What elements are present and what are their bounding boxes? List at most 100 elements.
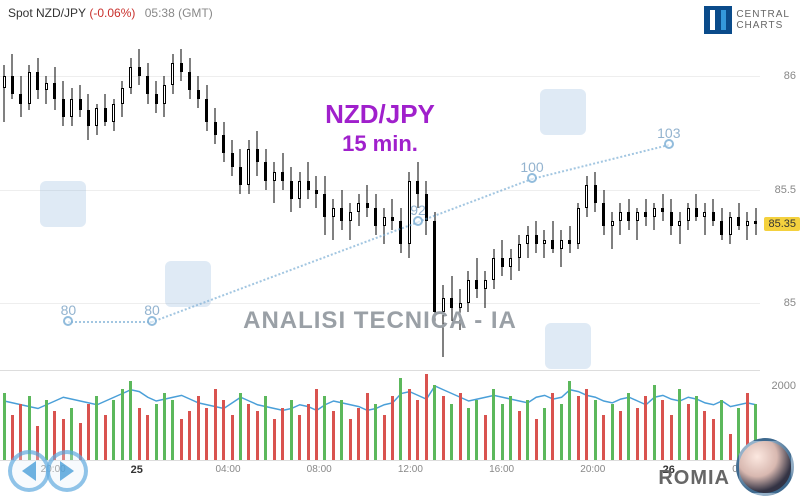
volume-bar bbox=[678, 389, 681, 460]
volume-bar bbox=[636, 408, 639, 461]
volume-bar bbox=[467, 408, 470, 461]
volume-bar bbox=[146, 415, 149, 460]
volume-bar bbox=[543, 408, 546, 461]
watermark-icon bbox=[40, 181, 86, 227]
volume-bar bbox=[433, 385, 436, 460]
volume-bar bbox=[391, 396, 394, 460]
volume-bar bbox=[273, 419, 276, 460]
volume-bar bbox=[703, 411, 706, 460]
timestamp: 05:38 (GMT) bbox=[145, 6, 213, 20]
volume-bar bbox=[450, 404, 453, 460]
volume-bar bbox=[459, 393, 462, 461]
volume-bar bbox=[332, 411, 335, 460]
volume-bar bbox=[155, 404, 158, 460]
watermark-pair: NZD/JPY bbox=[0, 99, 760, 130]
volume-bar bbox=[205, 408, 208, 461]
volume-bar bbox=[594, 400, 597, 460]
volume-bar bbox=[87, 404, 90, 460]
volume-bar bbox=[501, 404, 504, 460]
volume-bar bbox=[577, 396, 580, 460]
y-tick: 86 bbox=[784, 70, 796, 82]
volume-bar bbox=[104, 415, 107, 460]
nav-prev-button[interactable] bbox=[8, 450, 50, 492]
volume-bar bbox=[121, 389, 124, 460]
volume-bar bbox=[231, 415, 234, 460]
romia-label: ROMIA bbox=[658, 467, 730, 490]
x-tick: 20:00 bbox=[580, 464, 605, 475]
volume-bar bbox=[188, 411, 191, 460]
volume-bar bbox=[602, 415, 605, 460]
volume-bar bbox=[619, 411, 622, 460]
x-tick: 04:00 bbox=[215, 464, 240, 475]
volume-bar bbox=[163, 393, 166, 461]
volume-bar bbox=[687, 404, 690, 460]
volume-bar bbox=[3, 393, 6, 461]
volume-bar bbox=[290, 400, 293, 460]
last-price-flag: 85.35 bbox=[764, 217, 800, 231]
volume-bar bbox=[475, 400, 478, 460]
logo-line1: CENTRAL bbox=[736, 9, 790, 20]
volume-bar bbox=[264, 396, 267, 460]
volume-bar bbox=[568, 381, 571, 460]
avatar-icon[interactable] bbox=[736, 438, 794, 496]
volume-bar bbox=[247, 404, 250, 460]
price-y-axis: 85 85.5 86 bbox=[760, 31, 800, 370]
volume-bar bbox=[138, 408, 141, 461]
volume-bar bbox=[518, 411, 521, 460]
nav-next-button[interactable] bbox=[46, 450, 88, 492]
volume-bar bbox=[366, 393, 369, 461]
watermark-interval: 15 min. bbox=[0, 131, 760, 157]
volume-bar bbox=[526, 400, 529, 460]
volume-bar bbox=[171, 400, 174, 460]
trend-label: 100 bbox=[520, 159, 543, 175]
volume-bar bbox=[729, 434, 732, 460]
volume-bar bbox=[611, 404, 614, 460]
volume-bar bbox=[129, 381, 132, 460]
brand-logo: CENTRAL CHARTS bbox=[704, 6, 790, 34]
x-tick: 12:00 bbox=[398, 464, 423, 475]
volume-bar bbox=[627, 393, 630, 461]
volume-bar bbox=[408, 389, 411, 460]
volume-bar bbox=[374, 404, 377, 460]
volume-bar bbox=[484, 415, 487, 460]
volume-bar bbox=[340, 400, 343, 460]
volume-bar bbox=[442, 396, 445, 460]
volume-bar bbox=[180, 419, 183, 460]
volume-bar bbox=[281, 408, 284, 461]
volume-bar bbox=[670, 415, 673, 460]
x-tick: 16:00 bbox=[489, 464, 514, 475]
y-tick: 85 bbox=[784, 297, 796, 309]
volume-bar bbox=[298, 415, 301, 460]
price-chart[interactable]: NZD/JPY 15 min. ANALISI TECNICA - IA 858… bbox=[0, 30, 760, 370]
volume-bar bbox=[222, 400, 225, 460]
time-x-axis: 20:002504:0008:0012:0016:0020:002604:00 bbox=[0, 460, 760, 500]
volume-bar bbox=[425, 374, 428, 460]
volume-bar bbox=[239, 393, 242, 461]
volume-bar bbox=[315, 389, 318, 460]
brand-icon bbox=[704, 6, 732, 34]
volume-bar bbox=[416, 400, 419, 460]
volume-bar bbox=[307, 404, 310, 460]
volume-bar bbox=[560, 404, 563, 460]
volume-bar bbox=[112, 400, 115, 460]
volume-bar bbox=[661, 400, 664, 460]
volume-bar bbox=[551, 393, 554, 461]
volume-bar bbox=[214, 389, 217, 460]
volume-bar bbox=[256, 411, 259, 460]
x-tick: 25 bbox=[131, 464, 143, 476]
x-tick: 08:00 bbox=[307, 464, 332, 475]
watermark-icon bbox=[165, 261, 211, 307]
volume-bar bbox=[712, 419, 715, 460]
volume-panel[interactable]: 2000 bbox=[0, 370, 760, 460]
volume-bar bbox=[585, 389, 588, 460]
watermark-ta: ANALISI TECNICA - IA bbox=[0, 307, 760, 335]
volume-bar bbox=[535, 419, 538, 460]
volume-bar bbox=[323, 396, 326, 460]
trend-label: 92 bbox=[410, 202, 426, 218]
volume-bar bbox=[45, 400, 48, 460]
y-tick: 85.5 bbox=[775, 184, 796, 196]
volume-bar bbox=[720, 400, 723, 460]
logo-line2: CHARTS bbox=[736, 20, 790, 31]
trend-segment bbox=[418, 178, 533, 223]
brand-text: CENTRAL CHARTS bbox=[736, 9, 790, 31]
